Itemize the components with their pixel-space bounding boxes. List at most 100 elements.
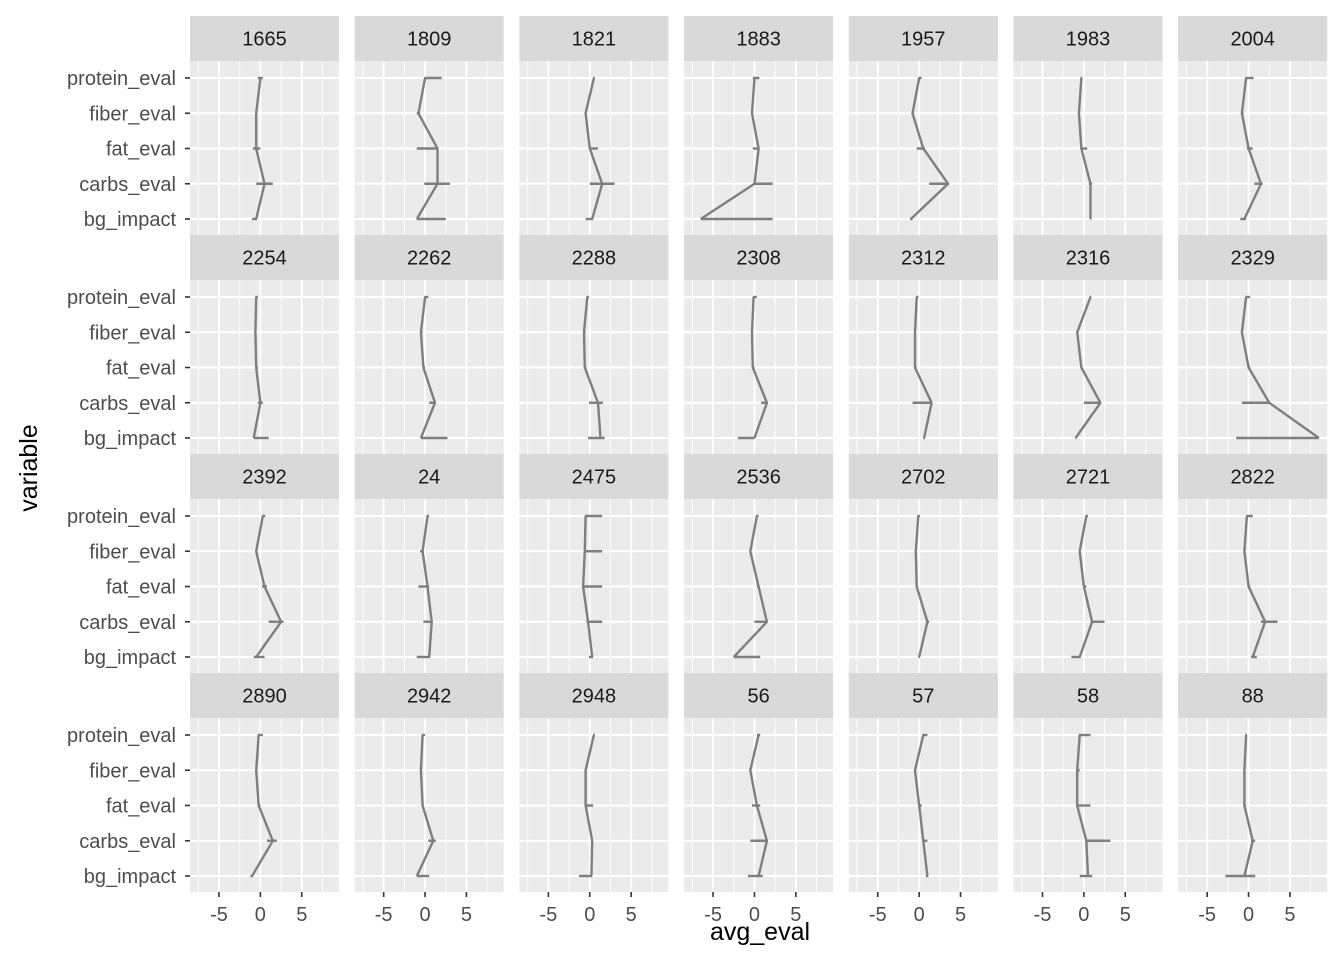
facet-panel-2536: 2536 [684, 454, 834, 673]
avg-eval-line [421, 515, 433, 658]
facet-strip-label: 2316 [1066, 248, 1111, 270]
x-tick-label: 5 [790, 904, 801, 926]
facet-strip-label: 2254 [242, 248, 287, 270]
x-tick-label: 0 [419, 904, 430, 926]
facet-strip [848, 673, 998, 718]
avg-eval-line [1075, 734, 1090, 877]
avg-eval-line [700, 77, 760, 221]
facet-strip [519, 16, 669, 61]
y-tick-label: fat_eval [106, 577, 176, 599]
facet-strip [848, 235, 998, 280]
x-tick-labels: -5 0 5 -5 0 5 -5 0 5 -5 0 5 -5 0 5 -5 0 5 -5 0 5 [210, 892, 1296, 926]
facet-strip-label: 2721 [1066, 467, 1111, 489]
x-tick-label: 0 [914, 904, 925, 926]
y-tick-label: fat_eval [106, 139, 176, 161]
avg-eval-line [251, 734, 274, 877]
x-tick-label: 5 [1120, 904, 1131, 926]
facet-panels: 1665 1809 1821 1883 1957 1983 2004 2254 2262 2288… [190, 16, 1328, 892]
facet-strip-label: 56 [747, 686, 769, 708]
facet-strip [848, 16, 998, 61]
facet-strip-label: 2004 [1230, 29, 1275, 51]
avg-eval-line [910, 77, 950, 220]
x-tick-label: 5 [1284, 904, 1295, 926]
y-tick-label: fiber_eval [89, 322, 176, 344]
x-tick-label: 5 [955, 904, 966, 926]
y-tick-label: bg_impact [84, 428, 177, 450]
facet-panel-2254: 2254 [190, 235, 339, 454]
avg-eval-line [732, 515, 769, 658]
y-axis-title: variable [15, 424, 43, 512]
avg-eval-line [1077, 77, 1092, 219]
avg-eval-line [750, 296, 769, 439]
facet-panel-1957: 1957 [848, 16, 998, 235]
y-tick-label: bg_impact [84, 647, 177, 669]
facet-panel-1809: 1809 [354, 16, 504, 235]
facet-panel-56: 56 [684, 673, 834, 892]
x-tick-label: 0 [749, 904, 760, 926]
y-tick-label: carbs_eval [79, 174, 176, 196]
facet-panel-2822: 2822 [1178, 454, 1328, 673]
facet-strip-label: 24 [418, 467, 440, 489]
x-tick-label: -5 [539, 904, 557, 926]
avg-eval-line [584, 77, 604, 220]
y-tick-label: fiber_eval [89, 541, 176, 563]
facet-strip [519, 454, 669, 499]
avg-eval-line [913, 734, 929, 877]
facet-strip-label: 2262 [407, 248, 452, 270]
facet-panel-2308: 2308 [684, 235, 834, 454]
facet-panel-24: 24 [354, 454, 504, 673]
avg-eval-line [584, 734, 596, 877]
y-tick-label: carbs_eval [79, 831, 176, 853]
facet-strip-label: 88 [1242, 686, 1264, 708]
y-tick-label: fiber_eval [89, 103, 176, 125]
facet-strip-label: 1821 [572, 29, 617, 51]
facet-strip [190, 454, 339, 499]
y-tick-label: fiber_eval [89, 760, 176, 782]
facet-strip-label: 58 [1077, 686, 1099, 708]
facet-strip [354, 673, 504, 718]
facet-strip-label: 1957 [901, 29, 946, 51]
avg-eval-line [1240, 296, 1320, 439]
facet-strip-label: 2536 [736, 467, 781, 489]
y-tick-label: fat_eval [106, 358, 176, 380]
facet-strip [684, 454, 834, 499]
x-tick-label: -5 [869, 904, 887, 926]
facet-strip [190, 673, 339, 718]
facet-strip-label: 1983 [1066, 29, 1111, 51]
avg-eval-line [749, 734, 769, 877]
facet-panel-1665: 1665 [190, 16, 339, 235]
facet-panel-88: 88 [1178, 673, 1328, 892]
x-axis-title: avg_eval [710, 918, 810, 946]
y-tick-label: protein_eval [67, 506, 176, 528]
facet-panel-2312: 2312 [848, 235, 998, 454]
avg-eval-line [415, 77, 439, 220]
avg-eval-line [1243, 734, 1254, 877]
facet-panel-1821: 1821 [519, 16, 669, 235]
facet-strip [354, 454, 504, 499]
avg-eval-line [415, 734, 435, 877]
facet-strip-label: 57 [912, 686, 934, 708]
facet-strip [1178, 235, 1328, 280]
facet-strip-label: 2822 [1230, 467, 1275, 489]
x-tick-label: -5 [375, 904, 393, 926]
x-tick-label: 5 [296, 904, 307, 926]
x-tick-label: 0 [1243, 904, 1254, 926]
y-tick-label: protein_eval [67, 287, 176, 309]
facet-strip-label: 2288 [572, 248, 617, 270]
facet-strip-label: 2942 [407, 686, 452, 708]
facet-strip-label: 2312 [901, 248, 946, 270]
x-tick-label: 5 [626, 904, 637, 926]
x-tick-label: -5 [210, 904, 228, 926]
facet-strip [519, 673, 669, 718]
facet-strip [190, 235, 339, 280]
facet-panel-2316: 2316 [1013, 235, 1163, 454]
facet-strip-label: 1809 [407, 29, 452, 51]
avg-eval-line [581, 515, 594, 658]
facet-panel-2942: 2942 [354, 673, 504, 892]
facet-panel-2392: 2392 [190, 454, 339, 673]
facet-strip [1178, 454, 1328, 499]
avg-eval-line [419, 296, 437, 439]
facet-panel-2475: 2475 [519, 454, 669, 673]
facet-strip-label: 1665 [242, 29, 287, 51]
